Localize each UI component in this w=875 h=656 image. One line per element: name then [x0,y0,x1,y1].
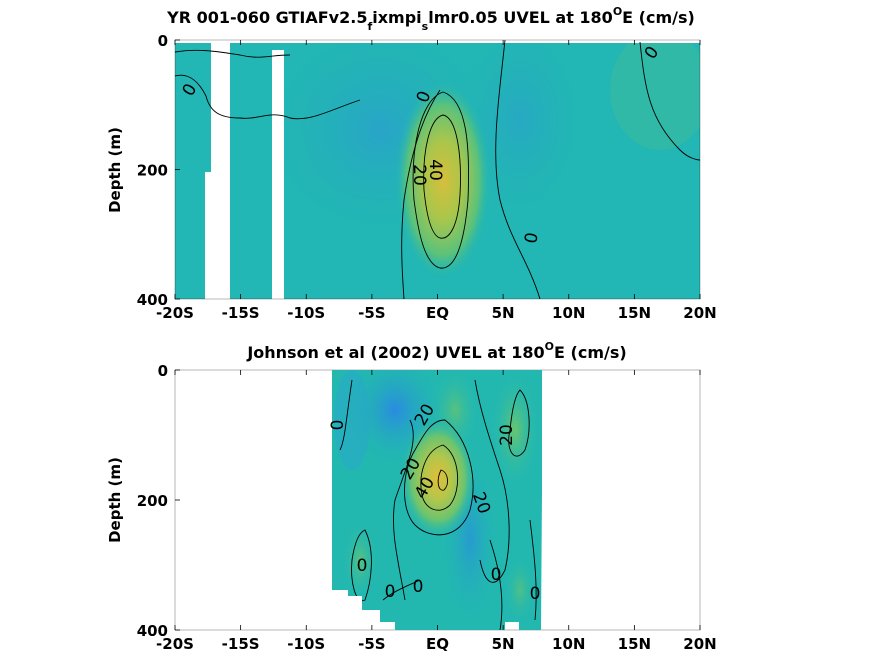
panel-model-y-axis: 0 200 400 [137,32,180,309]
panel-model-x-axis: -20S -15S -10S -5S EQ 5N 10N 15N 20N [156,40,717,322]
x-tick-label: -5S [358,635,385,653]
x-tick-label: EQ [426,635,449,653]
y-tick-label: 200 [137,162,168,180]
contour-label: 0 [413,577,424,597]
x-tick-label: -15S [222,304,260,322]
panel-observed-y-axis: 0 200 400 [137,362,180,640]
panel-model-y-label: Depth (m) [106,127,124,213]
panel-observed-field [332,370,542,630]
x-tick-label: -10S [287,304,325,322]
panel-observed-x-axis: -20S -15S -10S -5S EQ 5N 10N 15N 20N [156,370,717,653]
panel-observed-y-label: Depth (m) [106,457,124,543]
x-tick-label: -20S [156,304,194,322]
contour-label: 0 [491,565,502,585]
x-tick-label: 10N [552,635,585,653]
contour-label: 20 [409,164,429,186]
contour-label: 0 [328,420,348,431]
x-tick-label: 15N [618,304,651,322]
x-tick-label: 5N [492,304,515,322]
x-tick-label: -15S [222,635,260,653]
panel-model-title: YR 001-060 GTIAFv2.5fixmpislmr0.05 UVEL … [166,5,695,33]
panel-observed: Johnson et al (2002) UVEL at 180OE (cm/s… [106,340,717,653]
y-tick-label: 0 [158,362,168,380]
panel-model: YR 001-060 GTIAFv2.5fixmpislmr0.05 UVEL … [106,5,717,322]
x-tick-label: 15N [618,635,651,653]
contour-label: 20 [497,424,517,446]
x-tick-label: -5S [358,304,385,322]
x-tick-label: -20S [156,635,194,653]
contour-label: 0 [530,584,541,604]
panel-observed-title: Johnson et al (2002) UVEL at 180OE (cm/s… [246,340,626,362]
y-tick-label: 0 [158,32,168,50]
y-tick-label: 400 [137,291,168,309]
x-tick-label: 20N [683,635,716,653]
x-tick-label: EQ [426,304,449,322]
x-tick-label: 5N [492,635,515,653]
panel-model-field [175,40,700,299]
contour-label: 0 [385,582,396,602]
x-tick-label: 10N [552,304,585,322]
contour-label: 0 [521,231,543,245]
contour-label: 40 [425,159,445,181]
x-tick-label: 20N [683,304,716,322]
x-tick-label: -10S [287,635,325,653]
y-tick-label: 400 [137,622,168,640]
y-tick-label: 200 [137,492,168,510]
contour-label: 0 [357,556,368,576]
